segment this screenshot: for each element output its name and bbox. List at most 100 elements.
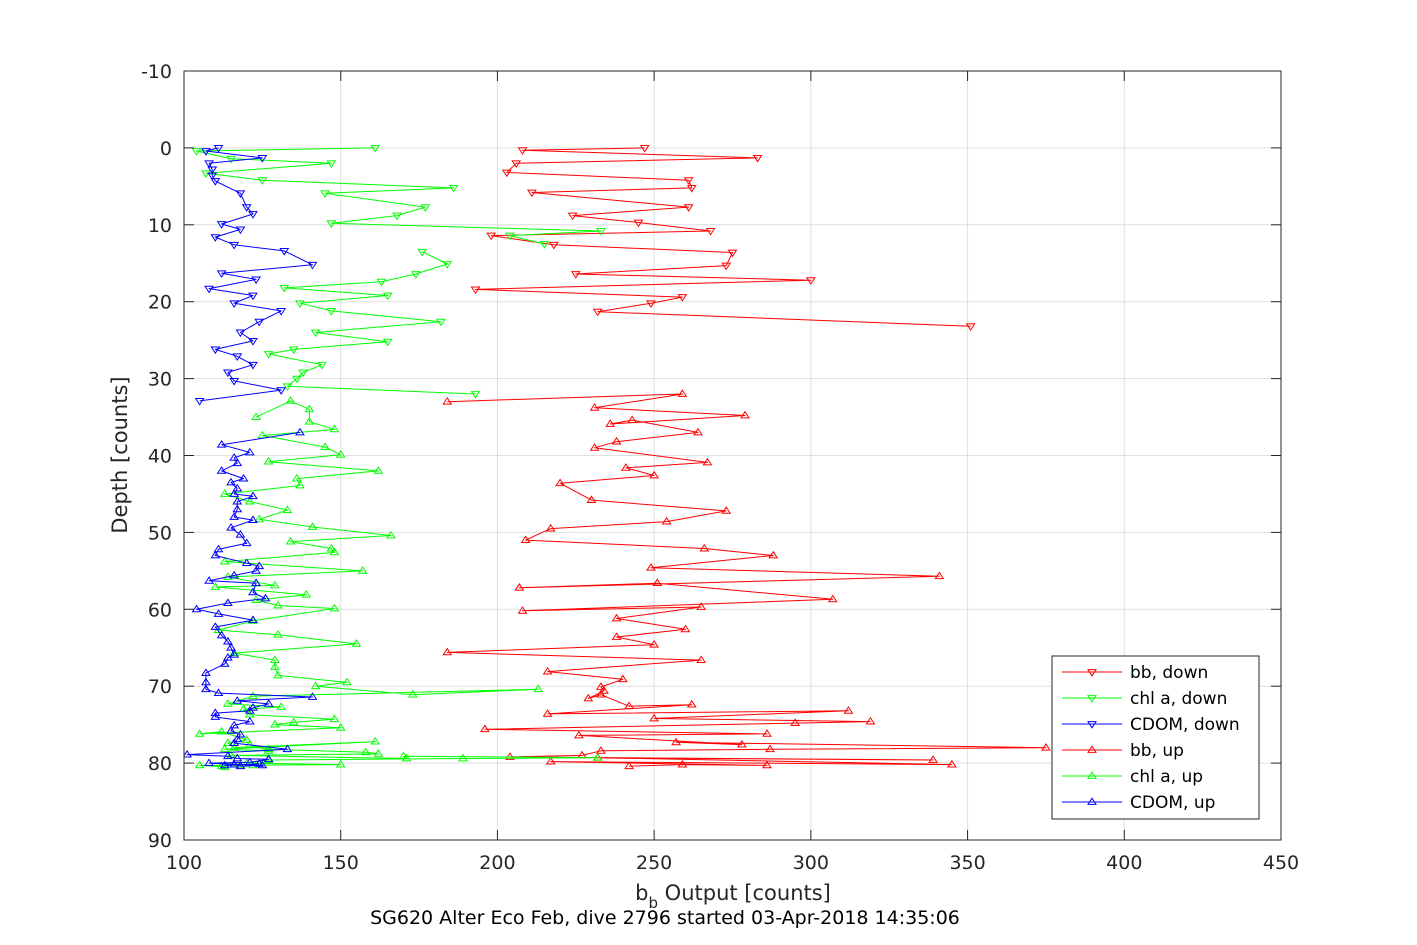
cdom-up-point [229, 759, 240, 768]
cdom-down-point [194, 398, 205, 406]
bb-up-point [621, 463, 631, 471]
bb-down-point [639, 145, 650, 153]
y-tick-label: 20 [148, 292, 172, 314]
x-tick-label: 350 [949, 852, 985, 874]
bb-up-point [721, 506, 732, 514]
cdom-up-point [213, 544, 224, 553]
cdom-down-point [232, 353, 243, 362]
y-axis-label: Depth [counts] [108, 376, 132, 533]
chl-a-up-point [285, 396, 296, 404]
bb-down-point [646, 300, 656, 308]
legend-marker-bb-down [1087, 669, 1097, 677]
cdom-up-point [235, 761, 246, 770]
cdom-down-point [229, 378, 240, 386]
cdom-up-point [229, 720, 240, 729]
chl-a-down-point [320, 190, 330, 198]
cdom-up-point [232, 483, 243, 492]
bb-up-point [946, 759, 957, 768]
bb-up-point [702, 457, 713, 466]
chl-a-up-point [216, 726, 227, 735]
bb-up-line [446, 393, 1047, 767]
cdom-up-point [184, 749, 193, 758]
cdom-up-point [248, 587, 258, 596]
legend-marker-chl-a-up [1087, 771, 1097, 779]
cdom-up-point [219, 659, 230, 667]
bb-up-point [865, 716, 876, 725]
chl-a-down-point [376, 278, 387, 287]
bb-down-point [683, 177, 694, 185]
chl-a-down-point [282, 383, 293, 392]
cdom-up-point [204, 576, 214, 584]
cdom-up-point [229, 489, 240, 497]
chl-a-up-point [304, 416, 315, 425]
legend-box [1051, 655, 1260, 820]
chl-a-down-point [191, 148, 202, 156]
chl-a-down-point [279, 284, 290, 293]
chl-a-up-point [222, 738, 233, 747]
bb-up-point [589, 443, 600, 451]
bb-down-point [633, 219, 644, 228]
cdom-down-point [210, 178, 221, 186]
bb-down-point [752, 154, 763, 163]
bb-down-point [486, 232, 497, 241]
cdom-down-point [248, 211, 258, 219]
cdom-up-point [235, 729, 246, 738]
bb-up-point [586, 495, 597, 504]
chl-a-down-point [411, 271, 421, 279]
y-tick-label: 70 [148, 676, 172, 698]
chl-a-up-point [373, 749, 384, 757]
chl-a-up-point [329, 714, 340, 723]
cdom-up-point [216, 466, 227, 474]
cdom-up-point [232, 753, 243, 762]
x-tick-label: 250 [636, 852, 672, 874]
chart-title: SG620 Alter Eco Feb, dive 2796 started 0… [370, 907, 960, 929]
chl-a-up-point [219, 762, 230, 770]
cdom-up-point [307, 692, 318, 700]
cdom-up-point [295, 427, 305, 436]
chl-a-up-point [288, 717, 299, 726]
cdom-down-point [257, 154, 268, 163]
bb-up-point [617, 674, 628, 683]
bb-up-point [520, 535, 531, 543]
chl-a-down-point [436, 318, 446, 327]
cdom-up-point [254, 759, 265, 767]
chl-a-up-point [273, 600, 283, 609]
cdom-down-point [235, 226, 246, 235]
bb-up-point [928, 755, 939, 763]
chl-a-down-point [470, 391, 481, 399]
chl-a-down-point [326, 220, 337, 228]
chl-a-down-point [316, 361, 327, 370]
cdom-down-point [276, 308, 287, 316]
bb-up-point [1041, 742, 1051, 751]
chl-a-down-point [539, 241, 550, 249]
legend-label-chl-a-down: chl a, down [1130, 689, 1227, 709]
bb-down-point [805, 277, 816, 285]
chl-a-up-point [320, 442, 330, 450]
cdom-up-point [244, 706, 255, 714]
chl-a-up-point [351, 639, 362, 647]
cdom-up-point [232, 504, 243, 513]
cdom-up-point [213, 609, 224, 617]
bb-up-point [827, 594, 838, 603]
bb-up-point [583, 693, 594, 702]
x-tick-label: 300 [793, 852, 829, 874]
chl-a-up-point [219, 556, 230, 565]
bb-up-point [479, 724, 490, 733]
chl-a-up-point [370, 736, 381, 745]
cdom-down-point [235, 329, 246, 338]
cdom-up-point [248, 515, 258, 523]
legend-label-bb-up: bb, up [1130, 741, 1184, 761]
bb-up-point [517, 606, 528, 614]
chl-a-up-point [263, 456, 274, 465]
cdom-down-point [248, 338, 258, 346]
legend-label-cdom-up: CDOM, up [1130, 793, 1215, 813]
cdom-down-point [229, 241, 240, 250]
x-tick-label: 450 [1263, 852, 1299, 874]
chl-a-up-point [269, 662, 280, 670]
bb-up-point [649, 639, 660, 648]
cdom-up-point [222, 653, 233, 661]
bb-down-point [677, 294, 688, 302]
cdom-up-point [210, 550, 221, 559]
chl-a-up-point [329, 424, 340, 433]
chl-a-up-point [229, 648, 240, 657]
